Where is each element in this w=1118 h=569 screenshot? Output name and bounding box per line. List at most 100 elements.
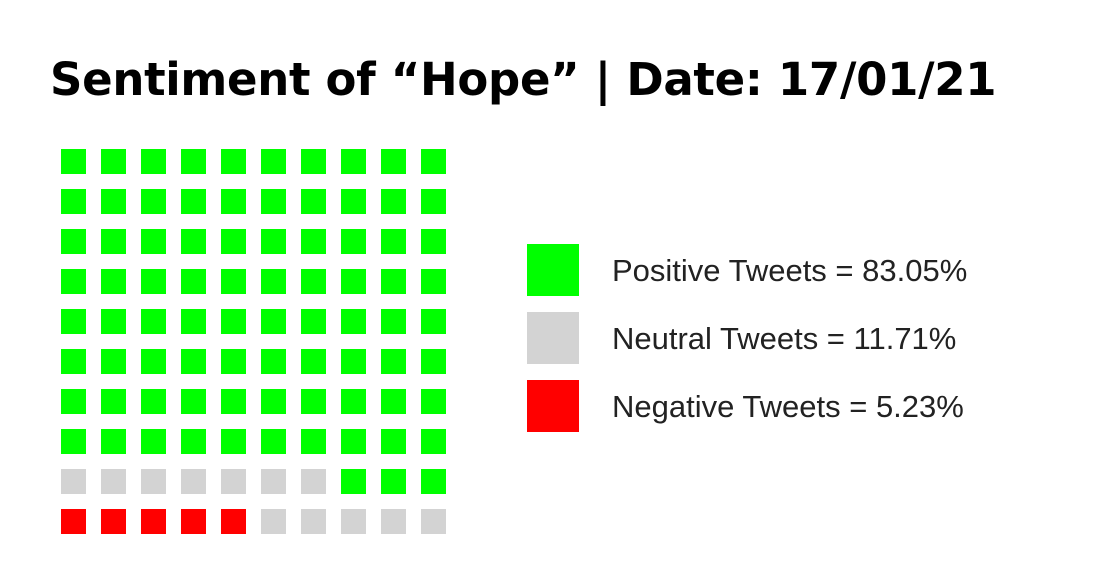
waffle-cell-positive-tweets: [341, 309, 366, 334]
waffle-cell-positive-tweets: [301, 149, 326, 174]
waffle-cell-positive-tweets: [61, 309, 86, 334]
legend-label-positive-tweets: Positive Tweets = 83.05%: [612, 253, 967, 288]
waffle-cell-positive-tweets: [301, 389, 326, 414]
waffle-cell-positive-tweets: [141, 149, 166, 174]
waffle-cell-positive-tweets: [421, 149, 446, 174]
waffle-cell-positive-tweets: [141, 349, 166, 374]
waffle-cell-positive-tweets: [101, 309, 126, 334]
waffle-cell-positive-tweets: [421, 229, 446, 254]
waffle-cell-positive-tweets: [421, 349, 446, 374]
waffle-cell-positive-tweets: [421, 189, 446, 214]
legend-swatch-negative-tweets: [527, 380, 579, 432]
waffle-cell-positive-tweets: [221, 429, 246, 454]
waffle-cell-positive-tweets: [381, 429, 406, 454]
waffle-cell-negative-tweets: [141, 509, 166, 534]
legend-swatch-neutral-tweets: [527, 312, 579, 364]
waffle-cell-neutral-tweets: [301, 469, 326, 494]
waffle-cell-positive-tweets: [141, 429, 166, 454]
waffle-cell-positive-tweets: [421, 309, 446, 334]
waffle-cell-positive-tweets: [341, 189, 366, 214]
waffle-cell-positive-tweets: [381, 389, 406, 414]
waffle-cell-positive-tweets: [421, 269, 446, 294]
waffle-cell-positive-tweets: [61, 189, 86, 214]
waffle-cell-neutral-tweets: [101, 469, 126, 494]
waffle-cell-positive-tweets: [261, 229, 286, 254]
waffle-cell-positive-tweets: [101, 229, 126, 254]
waffle-cell-positive-tweets: [381, 349, 406, 374]
waffle-cell-positive-tweets: [341, 229, 366, 254]
waffle-grid: [61, 149, 446, 534]
waffle-cell-positive-tweets: [221, 389, 246, 414]
waffle-cell-positive-tweets: [301, 309, 326, 334]
waffle-cell-positive-tweets: [261, 309, 286, 334]
waffle-cell-positive-tweets: [381, 149, 406, 174]
waffle-cell-positive-tweets: [261, 349, 286, 374]
waffle-cell-positive-tweets: [181, 389, 206, 414]
waffle-cell-positive-tweets: [381, 229, 406, 254]
waffle-cell-positive-tweets: [381, 189, 406, 214]
waffle-cell-positive-tweets: [141, 189, 166, 214]
waffle-cell-positive-tweets: [421, 429, 446, 454]
waffle-cell-positive-tweets: [101, 349, 126, 374]
waffle-cell-positive-tweets: [61, 429, 86, 454]
waffle-cell-positive-tweets: [141, 309, 166, 334]
waffle-cell-positive-tweets: [381, 269, 406, 294]
waffle-cell-neutral-tweets: [261, 469, 286, 494]
waffle-cell-positive-tweets: [221, 189, 246, 214]
waffle-cell-positive-tweets: [341, 429, 366, 454]
waffle-cell-positive-tweets: [181, 309, 206, 334]
waffle-cell-positive-tweets: [421, 389, 446, 414]
waffle-cell-positive-tweets: [221, 269, 246, 294]
waffle-cell-positive-tweets: [181, 189, 206, 214]
legend-swatch-positive-tweets: [527, 244, 579, 296]
waffle-cell-positive-tweets: [221, 149, 246, 174]
waffle-cell-positive-tweets: [301, 189, 326, 214]
waffle-cell-positive-tweets: [101, 429, 126, 454]
waffle-cell-positive-tweets: [341, 469, 366, 494]
legend: Positive Tweets = 83.05% Neutral Tweets =…: [527, 244, 967, 432]
waffle-cell-positive-tweets: [301, 229, 326, 254]
waffle-cell-positive-tweets: [341, 389, 366, 414]
waffle-cell-positive-tweets: [341, 269, 366, 294]
chart-title: Sentiment of “Hope” | Date: 17/01/21: [50, 53, 997, 106]
waffle-cell-positive-tweets: [381, 309, 406, 334]
waffle-cell-neutral-tweets: [61, 469, 86, 494]
waffle-cell-positive-tweets: [181, 349, 206, 374]
legend-label-negative-tweets: Negative Tweets = 5.23%: [612, 389, 964, 424]
waffle-cell-positive-tweets: [61, 349, 86, 374]
waffle-cell-positive-tweets: [101, 149, 126, 174]
waffle-cell-positive-tweets: [221, 309, 246, 334]
waffle-cell-negative-tweets: [181, 509, 206, 534]
waffle-cell-positive-tweets: [101, 389, 126, 414]
waffle-cell-positive-tweets: [261, 389, 286, 414]
waffle-cell-neutral-tweets: [421, 509, 446, 534]
waffle-cell-positive-tweets: [61, 149, 86, 174]
waffle-cell-neutral-tweets: [301, 509, 326, 534]
waffle-cell-positive-tweets: [141, 269, 166, 294]
waffle-cell-positive-tweets: [101, 189, 126, 214]
waffle-cell-positive-tweets: [61, 389, 86, 414]
waffle-cell-neutral-tweets: [261, 509, 286, 534]
waffle-cell-positive-tweets: [181, 429, 206, 454]
waffle-cell-positive-tweets: [341, 349, 366, 374]
waffle-cell-positive-tweets: [181, 149, 206, 174]
waffle-cell-positive-tweets: [101, 269, 126, 294]
waffle-cell-negative-tweets: [101, 509, 126, 534]
waffle-cell-neutral-tweets: [181, 469, 206, 494]
waffle-cell-negative-tweets: [61, 509, 86, 534]
waffle-cell-positive-tweets: [301, 429, 326, 454]
waffle-cell-positive-tweets: [181, 229, 206, 254]
waffle-cell-positive-tweets: [221, 229, 246, 254]
waffle-cell-positive-tweets: [261, 269, 286, 294]
waffle-cell-positive-tweets: [261, 429, 286, 454]
waffle-cell-positive-tweets: [141, 229, 166, 254]
waffle-cell-neutral-tweets: [221, 469, 246, 494]
waffle-cell-positive-tweets: [61, 229, 86, 254]
waffle-cell-positive-tweets: [221, 349, 246, 374]
waffle-cell-neutral-tweets: [341, 509, 366, 534]
waffle-cell-positive-tweets: [181, 269, 206, 294]
waffle-cell-positive-tweets: [301, 269, 326, 294]
waffle-cell-neutral-tweets: [381, 509, 406, 534]
waffle-cell-negative-tweets: [221, 509, 246, 534]
